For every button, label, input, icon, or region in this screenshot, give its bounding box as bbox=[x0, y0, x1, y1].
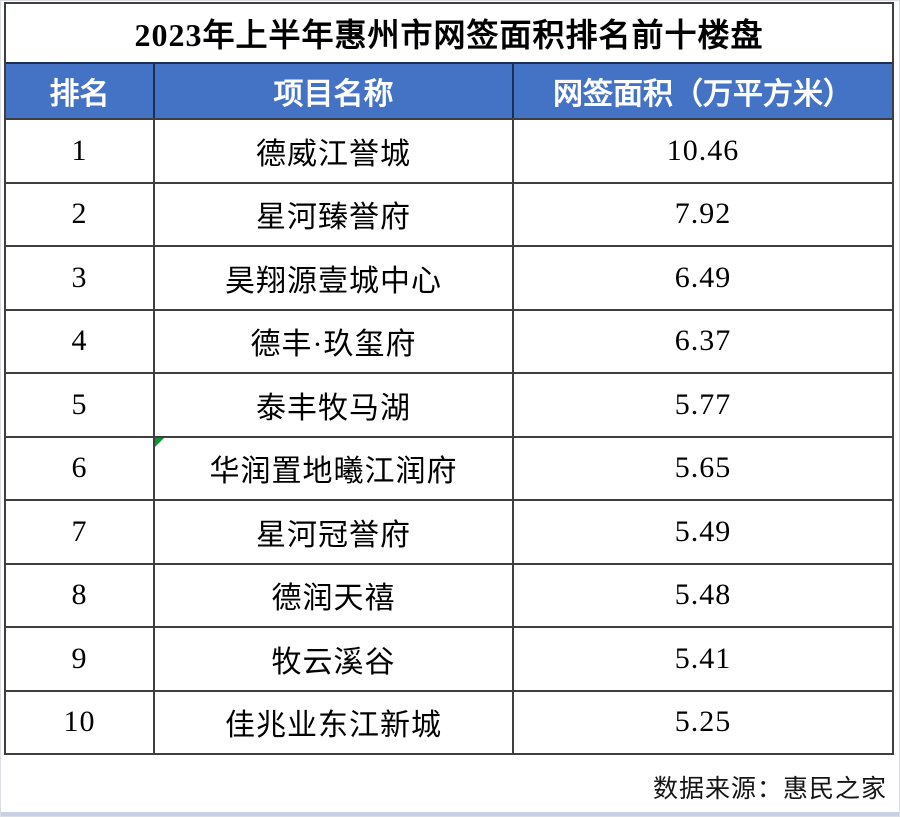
table-row: 2 星河臻誉府 7.92 bbox=[6, 181, 892, 245]
signed-area-cell: 5.25 bbox=[512, 691, 892, 753]
signed-area-cell: 5.77 bbox=[512, 374, 892, 436]
rank-cell: 10 bbox=[63, 705, 96, 739]
signed-area-cell: 10.46 bbox=[512, 120, 892, 182]
rank-cell: 5 bbox=[71, 387, 88, 421]
project-name-cell: 德润天禧 bbox=[153, 564, 512, 626]
signed-area-cell: 7.92 bbox=[512, 183, 892, 245]
table-row: 5 泰丰牧马湖 5.77 bbox=[6, 372, 892, 436]
project-name-cell: 华润置地曦江润府 bbox=[153, 437, 512, 499]
signed-area-cell: 6.49 bbox=[512, 247, 892, 309]
project-name-cell: 昊翔源壹城中心 bbox=[153, 247, 512, 309]
rank-cell: 2 bbox=[71, 197, 88, 231]
table-row: 6 华润置地曦江润府 5.65 bbox=[6, 435, 892, 499]
green-corner-marker-icon bbox=[155, 437, 164, 447]
project-name-cell: 佳兆业东江新城 bbox=[153, 691, 512, 753]
rank-cell: 4 bbox=[71, 324, 88, 358]
rank-cell: 1 bbox=[71, 133, 88, 167]
table-row: 10 佳兆业东江新城 5.25 bbox=[6, 689, 892, 753]
rank-cell: 7 bbox=[71, 514, 88, 548]
project-name-cell: 泰丰牧马湖 bbox=[153, 374, 512, 436]
table-row: 3 昊翔源壹城中心 6.49 bbox=[6, 245, 892, 309]
table-title: 2023年上半年惠州市网签面积排名前十楼盘 bbox=[134, 17, 764, 53]
project-name-cell: 星河冠誉府 bbox=[153, 501, 512, 563]
signed-area-cell: 5.41 bbox=[512, 628, 892, 690]
bottom-accent-strip bbox=[1, 812, 899, 816]
rank-cell: 3 bbox=[71, 260, 88, 294]
data-source-note: 数据来源：惠民之家 bbox=[652, 776, 887, 803]
signed-area-cell: 5.48 bbox=[512, 564, 892, 626]
header-cell-signed-area: 网签面积（万平方米） bbox=[512, 64, 892, 118]
rank-cell: 6 bbox=[71, 451, 88, 485]
table-row: 8 德润天禧 5.48 bbox=[6, 562, 892, 626]
project-name-cell: 德威江誉城 bbox=[153, 120, 512, 182]
table-row: 7 星河冠誉府 5.49 bbox=[6, 499, 892, 563]
header-cell-project-name: 项目名称 bbox=[153, 64, 512, 118]
rank-cell: 8 bbox=[71, 578, 88, 612]
table-row: 1 德威江誉城 10.46 bbox=[6, 118, 892, 182]
table-row: 9 牧云溪谷 5.41 bbox=[6, 626, 892, 690]
signed-area-cell: 5.49 bbox=[512, 501, 892, 563]
project-name-cell: 牧云溪谷 bbox=[153, 628, 512, 690]
table-header-row: 排名 项目名称 网签面积（万平方米） bbox=[6, 62, 892, 118]
signed-area-cell: 5.65 bbox=[512, 437, 892, 499]
project-name-cell: 星河臻誉府 bbox=[153, 183, 512, 245]
rank-cell: 9 bbox=[71, 641, 88, 675]
signed-area-cell: 6.37 bbox=[512, 310, 892, 372]
ranking-table: 2023年上半年惠州市网签面积排名前十楼盘 排名 项目名称 网签面积（万平方米）… bbox=[4, 2, 894, 755]
table-row: 4 德丰·玖玺府 6.37 bbox=[6, 308, 892, 372]
header-cell-rank: 排名 bbox=[49, 78, 110, 111]
table-body: 1 德威江誉城 10.46 2 星河臻誉府 7.92 3 昊翔源壹城中心 6.4… bbox=[6, 118, 892, 753]
project-name-cell: 德丰·玖玺府 bbox=[153, 310, 512, 372]
